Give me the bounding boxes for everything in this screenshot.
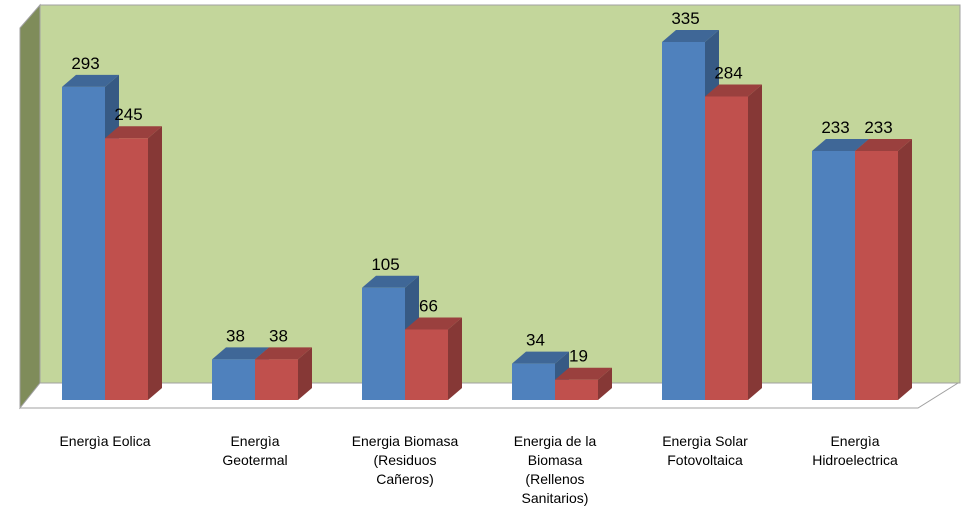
bar-front (855, 151, 898, 400)
value-label: 105 (371, 255, 399, 274)
value-label: 233 (864, 118, 892, 137)
bar-side (448, 317, 462, 400)
bar-front (812, 151, 855, 400)
bar (705, 84, 762, 401)
value-label: 19 (569, 347, 588, 366)
bar-top (362, 275, 419, 288)
bar-front (362, 287, 405, 400)
value-label: 245 (114, 105, 142, 124)
bar-front (255, 359, 298, 400)
x-tick-label: Energìa Hidroelectrica (812, 433, 898, 468)
bar-front (62, 86, 105, 400)
bar-front (662, 42, 705, 401)
bar-top (405, 317, 462, 330)
bar-front (512, 363, 555, 400)
bar-side (598, 367, 612, 400)
bar-front (555, 379, 598, 400)
bar-top (662, 30, 719, 43)
bar-side (898, 139, 912, 400)
x-tick-label: Energìa Eolica (59, 433, 150, 449)
bar-front (212, 359, 255, 400)
value-label: 38 (269, 326, 288, 345)
value-label: 66 (419, 296, 438, 315)
value-label: 38 (226, 326, 245, 345)
x-tick-label: Energia de la Biomasa (Rellenos Sanitarios) (514, 433, 597, 506)
value-label: 335 (671, 9, 699, 28)
value-label: 233 (821, 118, 849, 137)
bar-top (512, 351, 569, 364)
bar-top (105, 126, 162, 139)
bar-top (855, 139, 912, 152)
bar (105, 126, 162, 400)
bar-front (705, 96, 748, 401)
bar (405, 317, 462, 400)
value-label: 293 (71, 54, 99, 73)
bar-side (298, 347, 312, 400)
bar-top (255, 347, 312, 360)
bar-top (705, 84, 762, 97)
bar (255, 347, 312, 400)
bar-top (212, 347, 269, 360)
value-label: 284 (714, 64, 742, 83)
bar-front (405, 329, 448, 400)
bar-top (62, 74, 119, 87)
value-label: 34 (526, 331, 545, 350)
bar-side (148, 126, 162, 400)
bar-front (105, 138, 148, 400)
side-wall (19, 3, 41, 410)
x-tick-label: Energìa Geotermal (222, 433, 287, 468)
bar-top (555, 367, 612, 380)
bar-side (748, 84, 762, 401)
x-tick-label: Energìa Solar Fotovoltaica (662, 433, 748, 468)
x-tick-label: Energia Biomasa (Residuos Cañeros) (352, 433, 459, 487)
bar (855, 139, 912, 400)
bar (555, 367, 612, 400)
bar-top (812, 139, 869, 152)
